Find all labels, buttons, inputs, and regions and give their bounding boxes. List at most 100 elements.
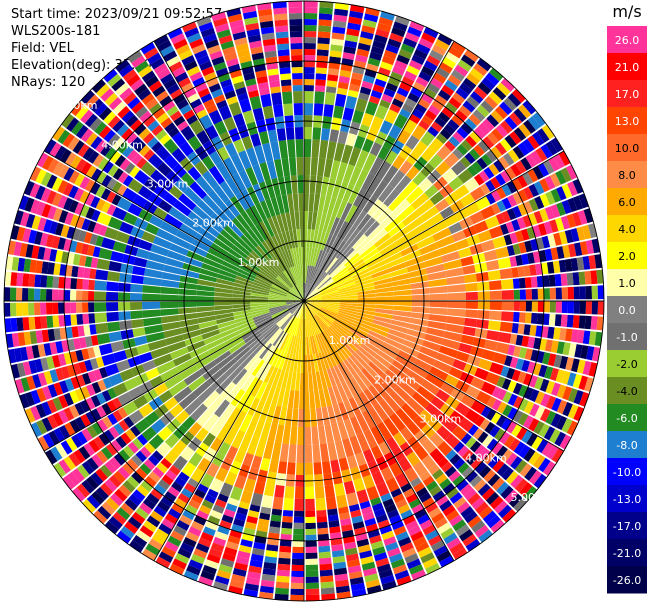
velocity-gate bbox=[465, 301, 479, 310]
velocity-gate bbox=[131, 318, 144, 329]
velocity-gate bbox=[536, 275, 544, 288]
velocity-gate bbox=[559, 434, 572, 450]
velocity-gate bbox=[25, 213, 36, 229]
velocity-gate bbox=[501, 290, 514, 300]
velocity-gate bbox=[253, 339, 268, 355]
velocity-gate bbox=[518, 444, 531, 459]
velocity-gate bbox=[326, 215, 336, 234]
velocity-gate bbox=[217, 441, 231, 457]
velocity-gate bbox=[89, 358, 99, 370]
velocity-gate bbox=[384, 251, 403, 264]
velocity-gate bbox=[339, 301, 358, 304]
velocity-gate bbox=[326, 259, 340, 275]
velocity-gate bbox=[367, 406, 383, 426]
velocity-gate bbox=[416, 235, 436, 250]
velocity-gate bbox=[468, 424, 479, 436]
velocity-gate bbox=[304, 1, 318, 8]
velocity-gate bbox=[28, 273, 36, 287]
velocity-field bbox=[4, 1, 604, 601]
velocity-gate bbox=[540, 144, 553, 159]
velocity-gate bbox=[90, 408, 102, 421]
velocity-gate bbox=[389, 324, 409, 334]
velocity-gate bbox=[315, 314, 329, 329]
velocity-gate bbox=[173, 93, 186, 105]
velocity-gate bbox=[13, 347, 23, 363]
velocity-gate bbox=[132, 437, 144, 450]
velocity-gate bbox=[340, 518, 352, 526]
velocity-gate bbox=[523, 401, 535, 414]
velocity-gate bbox=[330, 366, 341, 385]
velocity-gate bbox=[185, 531, 200, 543]
velocity-gate bbox=[549, 219, 559, 233]
velocity-gate bbox=[391, 520, 405, 531]
velocity-gate bbox=[81, 479, 95, 494]
velocity-gate bbox=[42, 155, 54, 171]
velocity-gate bbox=[421, 454, 437, 471]
velocity-gate bbox=[283, 498, 294, 511]
velocity-gate bbox=[367, 57, 381, 67]
velocity-gate bbox=[351, 515, 364, 524]
velocity-gate bbox=[460, 139, 473, 152]
velocity-gate bbox=[556, 415, 568, 431]
velocity-gate bbox=[388, 262, 407, 273]
velocity-gate bbox=[219, 264, 239, 276]
velocity-gate bbox=[413, 48, 428, 60]
velocity-gate bbox=[274, 424, 285, 444]
velocity-gate bbox=[181, 487, 193, 499]
velocity-gate bbox=[458, 342, 473, 354]
velocity-gate bbox=[319, 309, 337, 319]
velocity-gate bbox=[509, 356, 519, 369]
velocity-gate bbox=[539, 408, 551, 423]
velocity-gate bbox=[81, 90, 95, 105]
velocity-gate bbox=[214, 575, 230, 585]
velocity-gate bbox=[523, 415, 534, 429]
velocity-gate bbox=[460, 255, 474, 267]
velocity-gate bbox=[245, 577, 260, 586]
velocity-gate bbox=[520, 157, 532, 171]
velocity-gate bbox=[186, 250, 206, 263]
velocity-gate bbox=[507, 344, 516, 356]
velocity-gate bbox=[448, 46, 463, 59]
velocity-gate bbox=[304, 24, 317, 32]
velocity-gate bbox=[349, 166, 362, 186]
velocity-gate bbox=[483, 339, 498, 352]
velocity-gate bbox=[313, 389, 321, 409]
velocity-gate bbox=[184, 60, 198, 72]
velocity-gate bbox=[561, 199, 572, 215]
velocity-gate bbox=[545, 140, 558, 156]
velocity-gate bbox=[47, 158, 59, 173]
velocity-gate bbox=[268, 74, 280, 82]
velocity-gate bbox=[199, 60, 213, 71]
velocity-gate bbox=[272, 1, 287, 9]
velocity-gate bbox=[231, 244, 248, 259]
velocity-gate bbox=[250, 290, 269, 296]
velocity-gate bbox=[375, 557, 390, 568]
velocity-gate bbox=[272, 330, 285, 347]
velocity-gate bbox=[54, 222, 64, 236]
velocity-gate bbox=[315, 407, 324, 427]
velocity-gate bbox=[279, 539, 292, 547]
velocity-gate bbox=[195, 542, 210, 554]
velocity-gate bbox=[350, 325, 369, 337]
velocity-gate bbox=[361, 25, 376, 34]
velocity-gate bbox=[202, 33, 218, 44]
velocity-gate bbox=[304, 60, 316, 68]
velocity-gate bbox=[491, 386, 502, 398]
velocity-gate bbox=[276, 569, 290, 577]
velocity-gate bbox=[215, 377, 232, 395]
velocity-gate bbox=[249, 559, 263, 568]
velocity-gate bbox=[243, 259, 261, 272]
velocity-gate bbox=[246, 416, 259, 436]
velocity-gate bbox=[108, 133, 121, 147]
velocity-gate bbox=[384, 216, 402, 233]
velocity-gate bbox=[86, 384, 96, 397]
velocity-gate bbox=[285, 230, 293, 249]
velocity-gate bbox=[235, 192, 250, 211]
velocity-gate bbox=[186, 32, 202, 44]
velocity-gate bbox=[208, 165, 225, 185]
velocity-gate bbox=[305, 498, 315, 511]
velocity-gate bbox=[95, 185, 106, 198]
velocity-gate bbox=[356, 48, 370, 58]
velocity-gate bbox=[241, 262, 259, 274]
velocity-gate bbox=[98, 107, 112, 121]
